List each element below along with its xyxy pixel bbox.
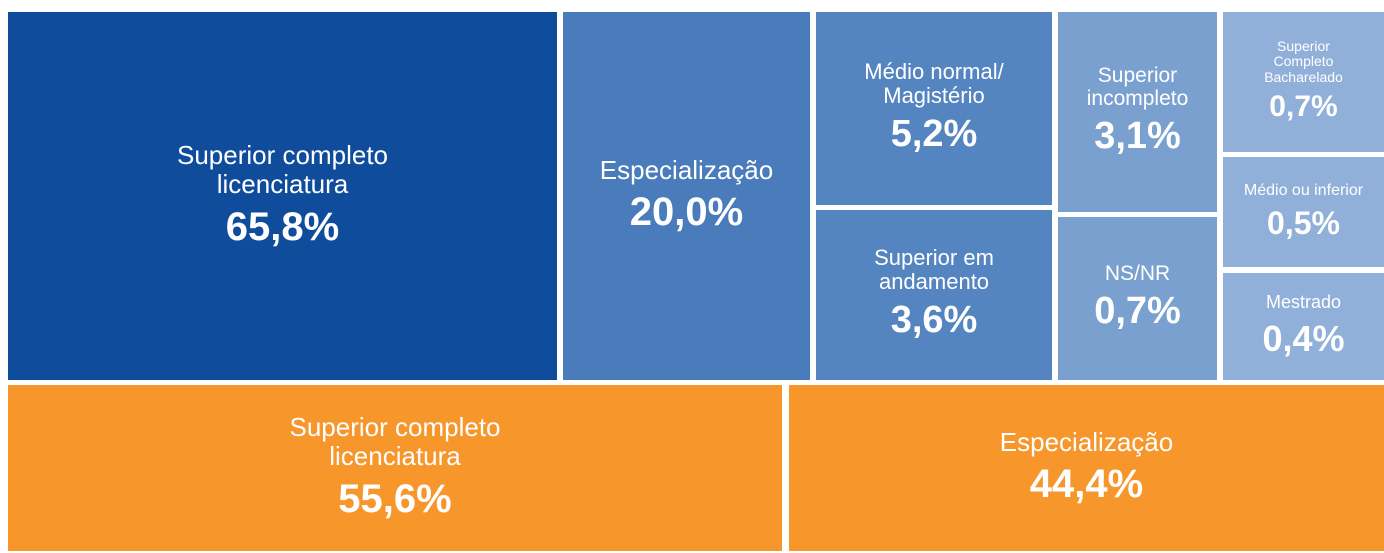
cell-value: 65,8% — [225, 204, 340, 249]
cell-label: Superior incompleto — [1086, 64, 1189, 111]
treemap-cell: Superior completo licenciatura 55,6% — [8, 385, 782, 551]
cell-label: NS/NR — [1104, 262, 1171, 286]
treemap-cell: Médio normal/ Magistério 5,2% — [816, 12, 1052, 205]
treemap-cell: Superior em andamento 3,6% — [816, 210, 1052, 380]
cell-label: Especialização — [599, 154, 774, 185]
cell-value: 3,1% — [1094, 115, 1181, 158]
cell-label: Médio normal/ Magistério — [864, 58, 1004, 108]
cell-value: 0,5% — [1267, 204, 1340, 241]
cell-label: Superior em andamento — [874, 245, 994, 295]
cell-value: 0,7% — [1269, 90, 1338, 124]
cell-value: 55,6% — [338, 476, 452, 521]
cell-value: 44,4% — [1029, 462, 1144, 507]
cell-value: 0,4% — [1262, 317, 1345, 359]
treemap-cell: Superior Completo Bacharelado 0,7% — [1223, 12, 1384, 152]
cell-value: 5,2% — [890, 112, 978, 155]
cell-label: Especialização — [999, 426, 1174, 457]
treemap-cell: Superior incompleto 3,1% — [1058, 12, 1217, 212]
cell-value: 0,7% — [1094, 290, 1181, 333]
cell-label: Superior completo licenciatura — [177, 140, 388, 199]
cell-label: Superior completo licenciatura — [289, 412, 501, 471]
treemap-cell: Especialização 20,0% — [563, 12, 810, 380]
cell-value: 20,0% — [629, 190, 744, 235]
treemap-cell: Superior completo licenciatura 65,8% — [8, 12, 557, 380]
treemap-cell: Especialização 44,4% — [789, 385, 1384, 551]
treemap-cell: Médio ou inferior 0,5% — [1223, 157, 1384, 267]
cell-label: Médio ou inferior — [1243, 182, 1364, 199]
cell-label: Superior Completo Bacharelado — [1264, 37, 1343, 85]
treemap-cell: Mestrado 0,4% — [1223, 273, 1384, 380]
cell-label: Mestrado — [1265, 292, 1342, 312]
treemap-cell: NS/NR 0,7% — [1058, 217, 1217, 380]
cell-value: 3,6% — [890, 299, 978, 342]
